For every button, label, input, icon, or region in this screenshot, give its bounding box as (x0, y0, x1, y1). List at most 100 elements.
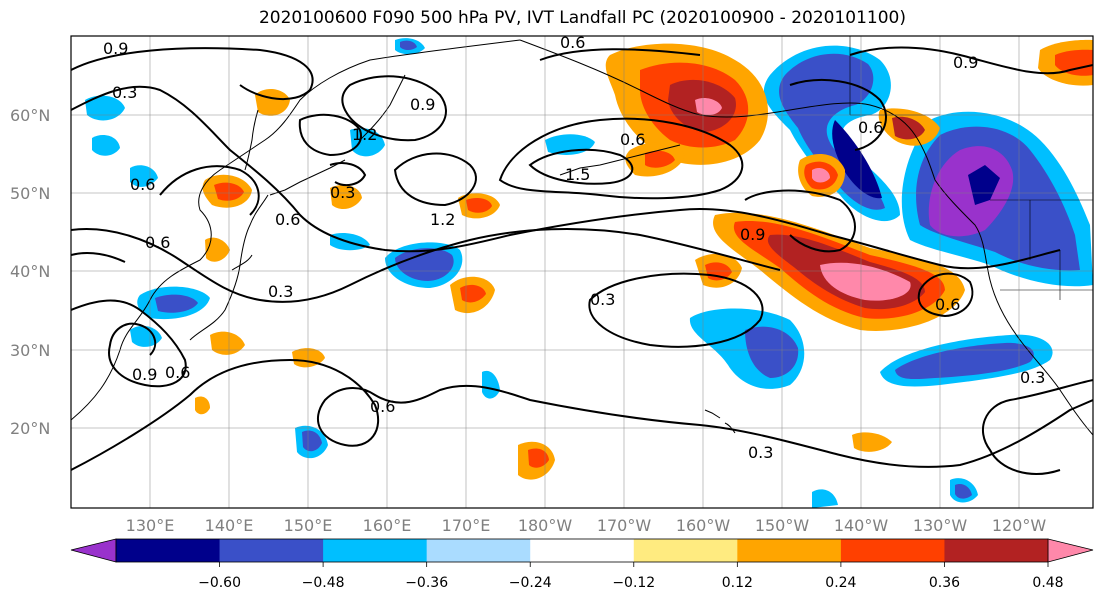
colorbar: −0.60 −0.48 −0.36 −0.24 −0.12 0.12 0.24 0.36 0.4… (70, 538, 1094, 591)
negative-anomaly-central-core (745, 326, 799, 378)
contour-label: 0.9 (410, 95, 435, 114)
colorbar-tick-label: 0.24 (825, 575, 856, 591)
negative-anomaly-japan-east (130, 325, 162, 347)
lon-label: 160°W (676, 516, 731, 535)
contour-label: 0.6 (370, 397, 395, 416)
positive-anomaly-northeast-corner-core (1055, 49, 1093, 76)
negative-anomaly-manchuria (92, 135, 120, 156)
lon-label: 130°W (913, 516, 968, 535)
colorbar-tick-label: 0.48 (1032, 575, 1063, 591)
contour-label: 0.6 (165, 363, 190, 382)
negative-anomaly-subtropical-core (895, 342, 1034, 380)
colorbar-right-extension (1047, 538, 1094, 563)
positive-anomaly-south-small-2 (195, 396, 210, 415)
contour-label: 0.3 (330, 183, 355, 202)
negative-anomaly-sakhalin-west (130, 165, 158, 187)
contour-label: 1.2 (430, 210, 455, 229)
colorbar-segment (116, 539, 221, 562)
contour-label: 0.9 (740, 225, 765, 244)
colorbar-segment (426, 539, 531, 562)
colorbar-segment (840, 539, 945, 562)
contour-label: 0.3 (112, 83, 137, 102)
colorbar-tick-label: −0.60 (198, 575, 241, 591)
positive-anomaly-bering-peak (695, 97, 722, 116)
contour-label: 0.3 (268, 282, 293, 301)
positive-anomaly-south-small-1 (852, 432, 892, 452)
map-content: 0.9 0.6 0.9 0.3 1.2 0.9 0.6 0.6 0.3 0.6 … (71, 33, 1093, 508)
gridlines (71, 36, 1093, 508)
contour-label: 0.6 (935, 295, 960, 314)
contour-label: 0.6 (560, 33, 585, 52)
colorbar-tick-label: 0.12 (722, 575, 753, 591)
colorbar-tick-label: −0.36 (405, 575, 448, 591)
lon-label: 150°E (284, 516, 333, 535)
contour-label: 0.6 (620, 130, 645, 149)
lon-label: 140°E (205, 516, 254, 535)
map-title: 2020100600 F090 500 hPa PV, IVT Landfall… (258, 8, 906, 28)
lat-label: 30°N (10, 341, 50, 360)
negative-anomaly-west-pacific-core (395, 248, 454, 281)
colorbar-segment (323, 539, 428, 562)
lat-label: 60°N (10, 106, 50, 125)
positive-anomaly-japan-south (210, 331, 245, 355)
negative-anomaly-gulf-of-alaska-core (779, 53, 885, 210)
lon-label: 180°W (518, 516, 573, 535)
contour-label: 0.6 (145, 233, 170, 252)
colorbar-segment (633, 539, 738, 562)
contour-label: 1.2 (352, 125, 377, 144)
positive-anomaly-kuril (330, 185, 362, 210)
colorbar-tick-label: 0.36 (929, 575, 960, 591)
negative-anomaly-korea-core (155, 294, 198, 313)
negative-anomaly-nw-america-peak (928, 146, 1014, 237)
colorbar-segment (219, 539, 324, 562)
positive-anomaly-midlat-1-core (466, 198, 492, 213)
contour-label: 0.9 (103, 39, 128, 58)
lat-label: 50°N (10, 184, 50, 203)
lon-label: 120°W (992, 516, 1047, 535)
colorbar-segment (737, 539, 842, 562)
contour-label: 0.9 (953, 53, 978, 72)
negative-anomaly-south-1-core (302, 430, 322, 452)
positive-anomaly-south-small-3 (205, 237, 230, 262)
colorbar-segment (944, 539, 1049, 562)
map-frame (70, 35, 1094, 509)
colorbar-tick-label: −0.48 (302, 575, 345, 591)
contour-label: 1.5 (565, 165, 590, 184)
contour-label: 0.3 (1020, 368, 1045, 387)
contour-labels: 0.9 0.6 0.9 0.3 1.2 0.9 0.6 0.6 0.3 0.6 … (103, 33, 1045, 462)
contour-label: 0.3 (590, 290, 615, 309)
coastlines (71, 39, 1093, 436)
positive-anomaly-aleutian-core (645, 150, 675, 168)
lon-label: 140°W (834, 516, 889, 535)
positive-anomaly-hawaii-region-core (528, 448, 549, 468)
colorbar-tick-label: −0.24 (509, 575, 552, 591)
longitude-labels: 130°E 140°E 150°E 160°E 170°E 180°W 170°… (126, 516, 1047, 535)
contour-label: 0.6 (858, 118, 883, 137)
colorbar-frame (115, 538, 1049, 563)
lon-label: 160°E (363, 516, 412, 535)
shaded-field (85, 38, 1093, 508)
positive-anomaly-eastern-pacific-peak (820, 262, 911, 301)
lon-label: 150°W (755, 516, 810, 535)
contour-label: 0.6 (275, 210, 300, 229)
lon-label: 130°E (126, 516, 175, 535)
contour-label: 0.9 (132, 365, 157, 384)
negative-anomaly-nw-america-inner (968, 165, 1000, 205)
negative-anomaly-south-2 (482, 370, 500, 399)
pv-contours (71, 46, 1093, 475)
lat-label: 20°N (10, 419, 50, 438)
negative-anomaly-south-3-core (955, 484, 972, 499)
colorbar-tick-label: −0.12 (612, 575, 655, 591)
lat-label: 40°N (10, 262, 50, 281)
contour-label: 0.6 (130, 175, 155, 194)
negative-anomaly-siberia (85, 95, 125, 121)
negative-anomaly-gulf-of-alaska-inner (832, 120, 882, 199)
contour-label: 0.3 (748, 443, 773, 462)
colorbar-left-extension (70, 538, 117, 563)
positive-anomaly-midlat-2-core (460, 284, 486, 303)
latitude-labels: 60°N 50°N 40°N 30°N 20°N (10, 106, 50, 438)
negative-anomaly-north-small-core (400, 40, 417, 50)
lon-label: 170°W (597, 516, 652, 535)
lon-label: 170°E (442, 516, 491, 535)
